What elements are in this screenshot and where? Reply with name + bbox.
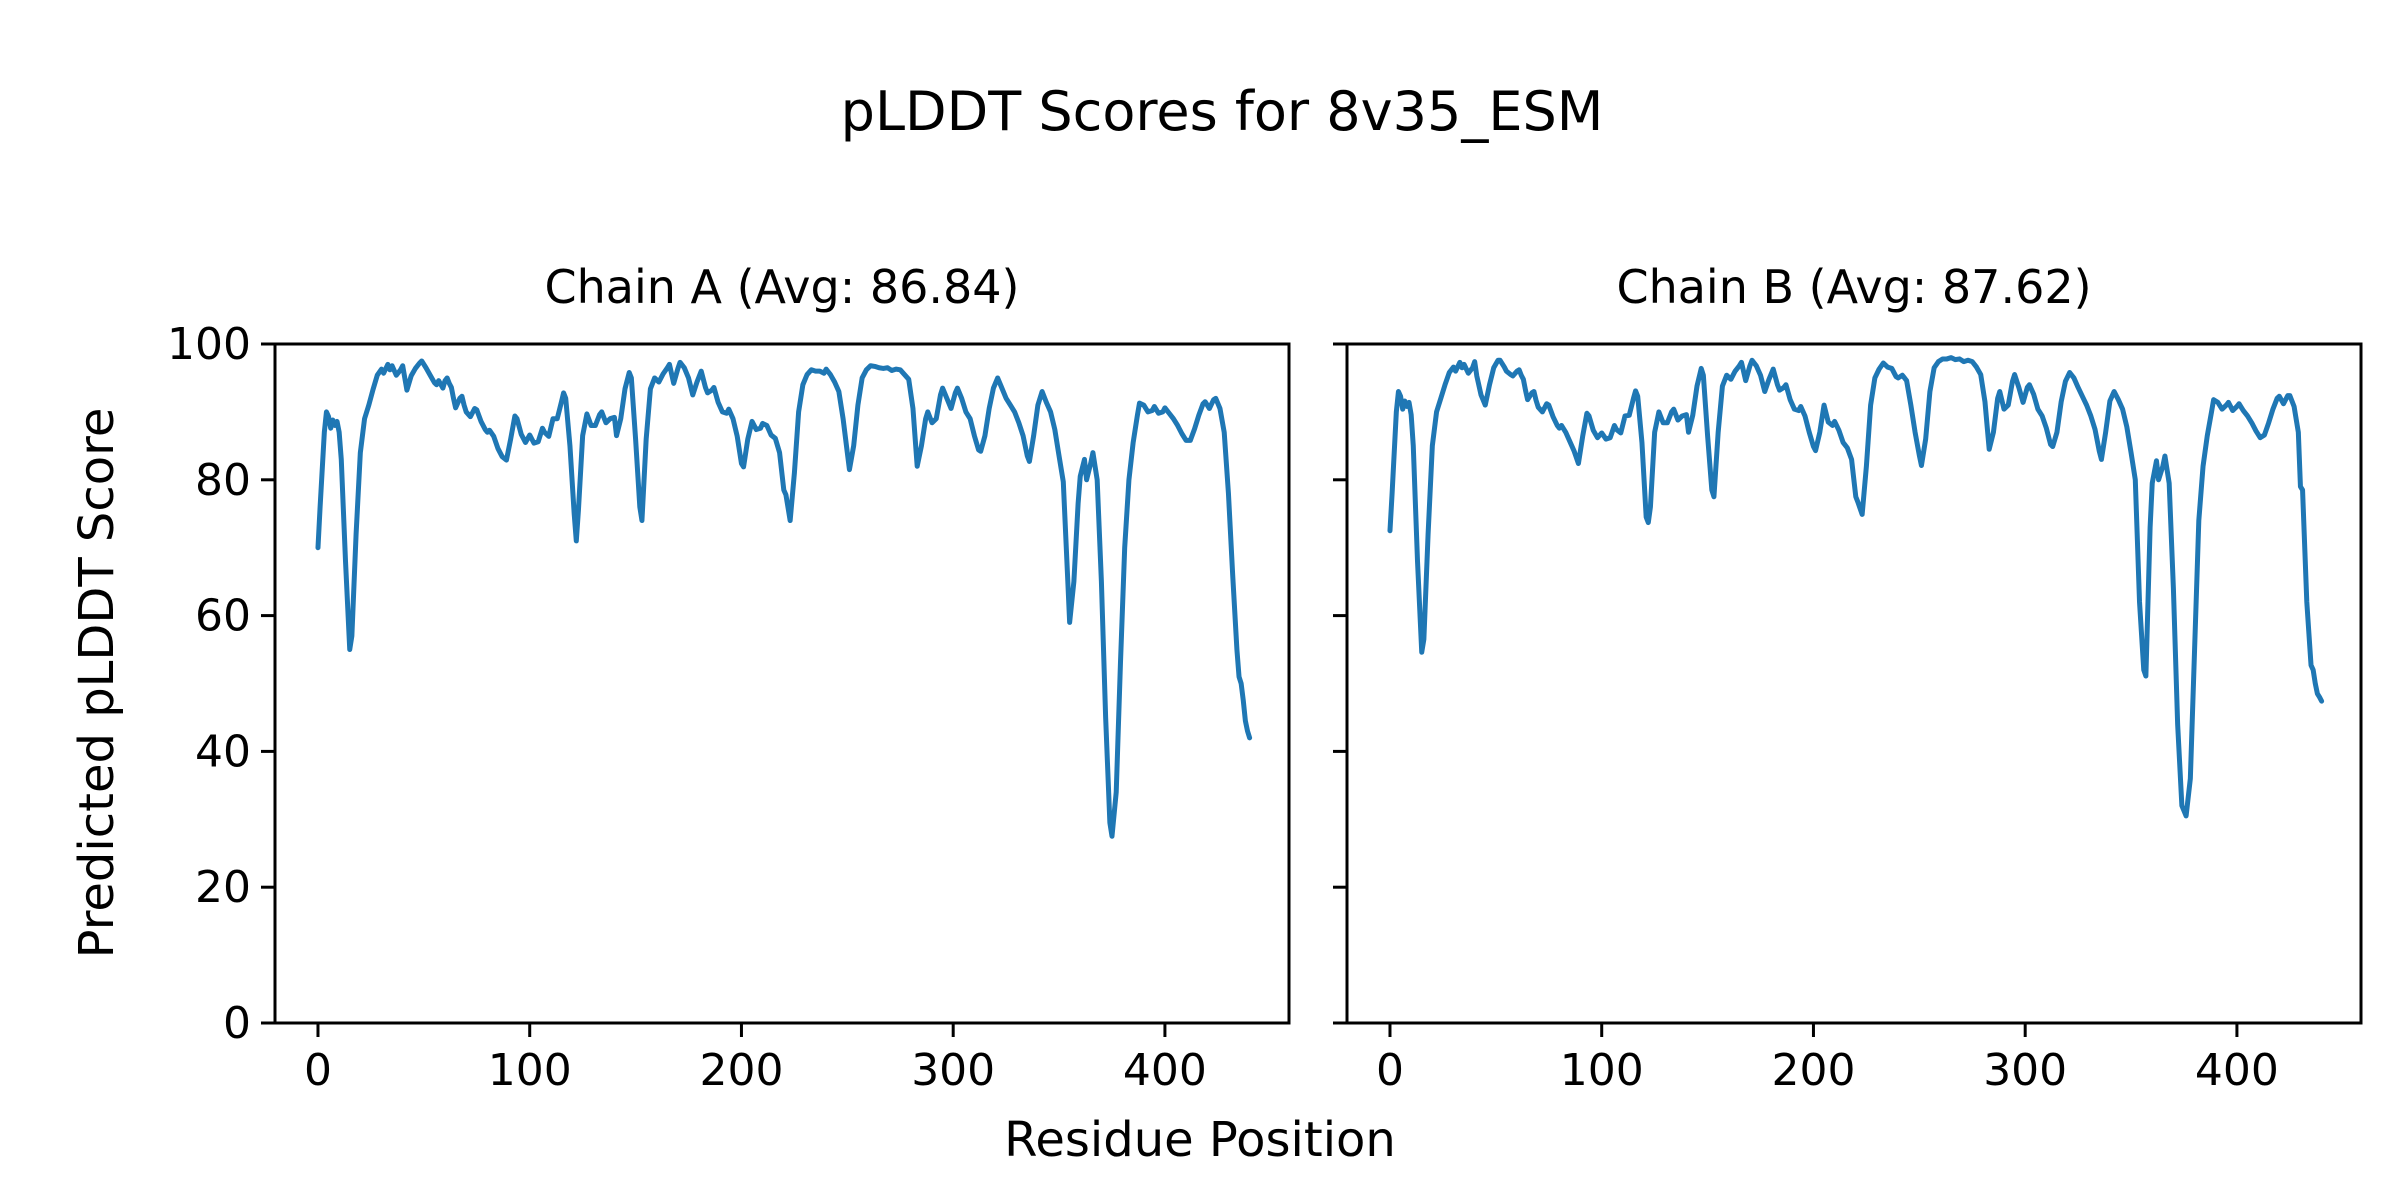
chain-a-y-tick-label: 100 — [167, 319, 251, 370]
chain-a-x-tick-label: 200 — [699, 1045, 783, 1096]
chain-b-axes-frame — [1345, 342, 2363, 1025]
chain-a-y-tick-label: 80 — [195, 455, 251, 506]
chain-b-title: Chain B (Avg: 87.62) — [1616, 260, 2092, 314]
chain-a-x-tick-label: 0 — [304, 1045, 332, 1096]
chain-a-y-tick-label: 40 — [195, 726, 251, 777]
chain-b-x-tick-label: 0 — [1376, 1045, 1404, 1096]
chain-b-x-tick-label: 100 — [1560, 1045, 1644, 1096]
chain-a-plot: 0 100 200 300 400 0 20 40 60 80 100 — [167, 319, 1291, 1096]
chain-a-title: Chain A (Avg: 86.84) — [544, 260, 1020, 314]
figure-title: pLDDT Scores for 8v35_ESM — [840, 80, 1604, 143]
chain-a-x-tick-label: 400 — [1123, 1045, 1207, 1096]
chain-b-x-tick-label: 400 — [2195, 1045, 2279, 1096]
chain-b-x-tick-label: 300 — [1983, 1045, 2067, 1096]
chain-a-y-tick-label: 20 — [195, 862, 251, 913]
chain-a-y-tick-label: 60 — [195, 591, 251, 642]
chain-a-x-tick-label: 300 — [911, 1045, 995, 1096]
chain-a-axes-frame — [273, 342, 1291, 1025]
chain-b-x-tick-label: 200 — [1771, 1045, 1855, 1096]
chain-a-plddt-line — [315, 358, 1253, 839]
chain-b-plddt-line — [1387, 355, 2325, 819]
chain-a-x-tick-label: 100 — [488, 1045, 572, 1096]
chain-b-plot: 0 100 200 300 400 — [1333, 342, 2363, 1096]
x-axis-label: Residue Position — [1004, 1112, 1396, 1168]
chain-a-y-tick-label: 0 — [223, 998, 251, 1049]
